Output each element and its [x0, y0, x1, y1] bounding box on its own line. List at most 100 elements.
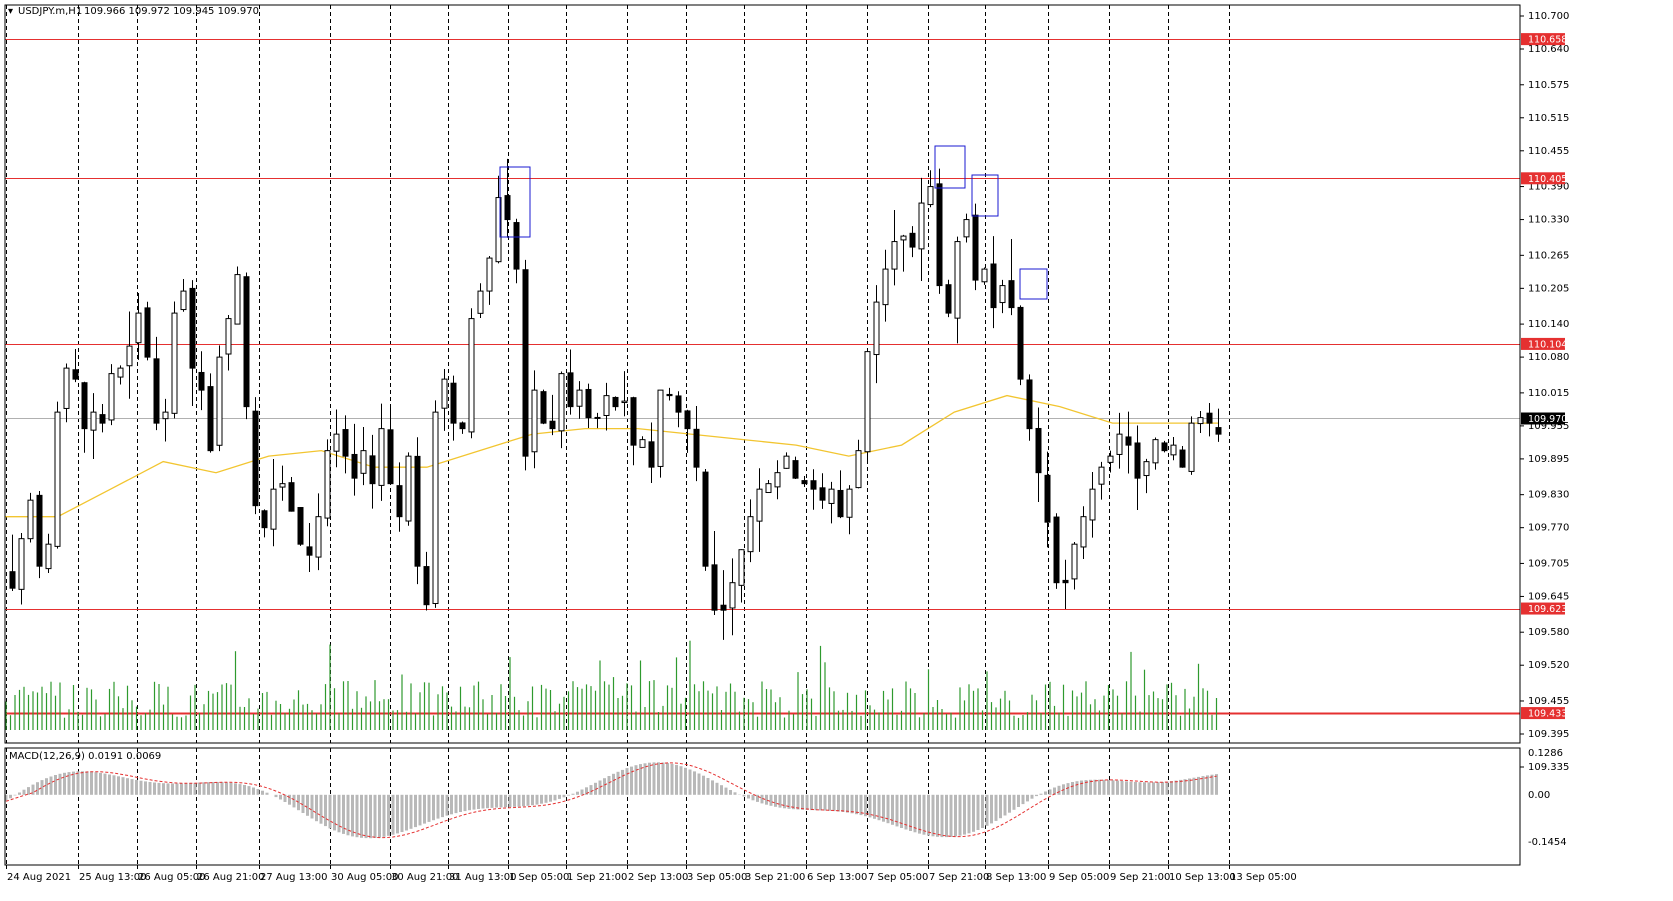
candle-body: [891, 241, 898, 270]
candle-body: [549, 420, 556, 430]
candle-body: [432, 411, 439, 605]
candle-body: [828, 488, 835, 504]
current-price-label: 109.970: [1528, 414, 1567, 425]
candle-body: [567, 372, 574, 408]
candle-body: [918, 202, 925, 250]
candle-body: [108, 373, 115, 421]
candle-body: [909, 232, 916, 248]
candle-body: [675, 395, 682, 413]
candle-body: [1035, 427, 1042, 474]
candle-body: [162, 411, 169, 420]
price-axis-label: 110.640: [1528, 44, 1569, 55]
candle-body: [1062, 579, 1069, 584]
time-axis-label: 27 Aug 13:00: [260, 872, 327, 883]
price-axis-label: 109.895: [1528, 454, 1569, 465]
candle-body: [855, 450, 862, 489]
candle-body: [144, 307, 151, 358]
candle-body: [1044, 474, 1051, 523]
candle-body: [963, 219, 970, 238]
volume-bars: [5, 640, 1218, 730]
price-axis-label: 110.205: [1528, 283, 1569, 294]
candle-body: [360, 450, 367, 474]
candle-body: [594, 416, 601, 419]
time-axis-label: 31 Aug 13:00: [449, 872, 516, 883]
time-axis-label: 9 Sep 05:00: [1049, 872, 1109, 883]
candle-body: [1080, 516, 1087, 548]
marked-zone-box: [1019, 268, 1048, 300]
candle-body: [1170, 444, 1177, 456]
price-axis-label: 110.455: [1528, 146, 1569, 157]
candle-body: [1152, 439, 1159, 464]
candle-body: [729, 582, 736, 609]
candle-body: [720, 604, 727, 611]
price-axis-label: 110.575: [1528, 80, 1569, 91]
candle-body: [378, 428, 385, 486]
candle-body: [333, 433, 340, 452]
candle-body: [495, 197, 502, 263]
candle-body: [324, 450, 331, 519]
price-axis-label: 110.330: [1528, 215, 1569, 226]
candle-body: [396, 485, 403, 518]
candle-body: [864, 351, 871, 453]
time-axis-label: 2 Sep 13:00: [628, 872, 688, 883]
candle-body: [180, 290, 187, 311]
candle-body: [468, 318, 475, 433]
candle-body: [801, 480, 808, 485]
candle-body: [1188, 422, 1195, 472]
marked-zone-box: [934, 145, 966, 189]
candle-body: [27, 499, 34, 540]
price-level-tag: [1521, 172, 1565, 185]
candle-body: [414, 455, 421, 567]
candle-body: [999, 285, 1006, 304]
candle-body: [189, 287, 196, 369]
price-axis-label: 110.515: [1528, 113, 1569, 124]
marked-boxes: [499, 145, 1048, 300]
candle-body: [261, 510, 268, 529]
candle-body: [405, 455, 412, 522]
candle-body: [945, 284, 952, 314]
candle-body: [36, 494, 43, 567]
time-axis-label: 26 Aug 21:00: [197, 872, 264, 883]
candle-body: [873, 301, 880, 356]
time-axis-label: 9 Sep 21:00: [1110, 872, 1170, 883]
price-level-tag: [1521, 602, 1565, 615]
candle-body: [1161, 442, 1168, 452]
labels: 110.658 110.405 110.104 109.623 109.433 109.9…: [8, 6, 1567, 762]
candle-body: [477, 290, 484, 314]
candle-body: [1206, 412, 1213, 424]
time-axis-label: 25 Aug 13:00: [79, 872, 146, 883]
time-axis-label: 10 Sep 13:00: [1169, 872, 1236, 883]
candle-body: [576, 389, 583, 407]
candle-body: [531, 389, 538, 453]
price-level-tag: [1521, 33, 1565, 46]
candle-body: [540, 391, 547, 424]
candle-body: [1026, 379, 1033, 430]
candle-body: [747, 516, 754, 553]
candle-body: [657, 389, 664, 467]
axes: 110.700 110.640 110.575 110.515 110.455 110.3…: [4, 4, 1569, 883]
candle-body: [243, 276, 250, 408]
candle-body: [513, 222, 520, 270]
candle-body: [486, 257, 493, 292]
time-axis-label: 7 Sep 21:00: [929, 872, 989, 883]
candle-body: [342, 429, 349, 457]
candle-body: [666, 393, 673, 397]
candle-body: [198, 371, 205, 391]
time-axis-label: 30 Aug 21:00: [391, 872, 458, 883]
time-axis-label: 24 Aug 2021: [7, 872, 71, 883]
price-axis-label: 110.080: [1528, 352, 1569, 363]
candle-body: [459, 422, 466, 430]
candle-body: [441, 378, 448, 409]
moving-average-line: [5, 394, 1218, 518]
candle-body: [225, 318, 232, 355]
time-axis-label: 7 Sep 05:00: [868, 872, 928, 883]
price-level-tag: [1521, 707, 1565, 720]
time-axis-label: 6 Sep 13:00: [807, 872, 867, 883]
candle-body: [135, 312, 142, 344]
candle-body: [819, 487, 826, 501]
price-axis-label: 109.335: [1528, 762, 1569, 773]
time-axis-label: 30 Aug 05:00: [331, 872, 398, 883]
candle-body: [1215, 427, 1222, 435]
